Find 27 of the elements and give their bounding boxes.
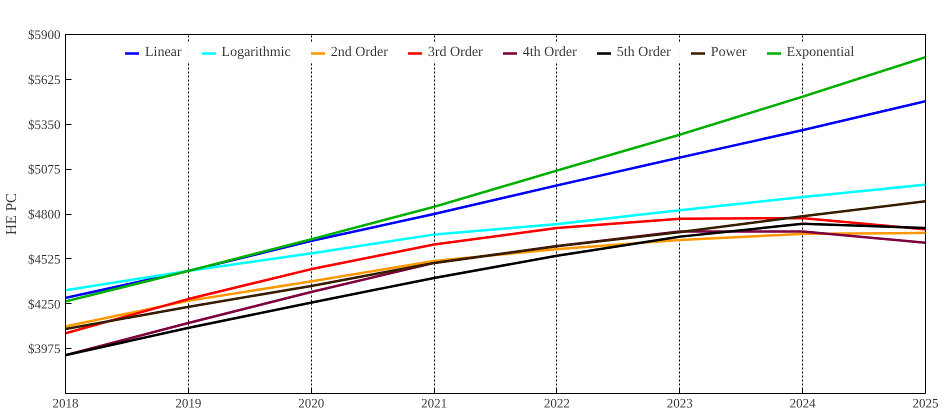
y-tick-label: $4525: [28, 251, 60, 266]
y-tick-label: $5075: [28, 162, 60, 177]
y-tick-label: $5350: [28, 116, 60, 132]
y-axis-title: HE PC: [4, 192, 20, 236]
legend-label: 3rd Order: [428, 45, 483, 61]
x-tick-label: 2019: [175, 396, 202, 410]
legend-label: Exponential: [786, 45, 854, 61]
x-tick-label: 2022: [544, 396, 570, 410]
legend-label: 5th Order: [616, 45, 671, 61]
line-series: [66, 200, 926, 330]
x-tick-label: 2024: [790, 396, 816, 410]
line-series: [66, 183, 926, 292]
legend-label: Linear: [145, 45, 182, 61]
x-tick-label: 2018: [52, 396, 78, 410]
y-tick-label: $4800: [28, 206, 60, 222]
x-tick-label: 2025: [912, 396, 938, 410]
legend-label: 2nd Order: [330, 45, 388, 61]
y-tick-label: $4250: [28, 296, 60, 312]
x-tick-label: 2020: [298, 396, 324, 410]
y-tick-label: $5625: [28, 72, 60, 87]
x-tick-label: 2021: [421, 396, 448, 410]
x-tick-label: 2023: [666, 396, 693, 410]
legend-label: Power: [710, 45, 747, 61]
y-tick-label: $3975: [28, 341, 60, 356]
legend-label: 4th Order: [522, 45, 577, 61]
legend-label: Logarithmic: [222, 45, 291, 61]
y-tick-label: $5900: [28, 27, 60, 42]
